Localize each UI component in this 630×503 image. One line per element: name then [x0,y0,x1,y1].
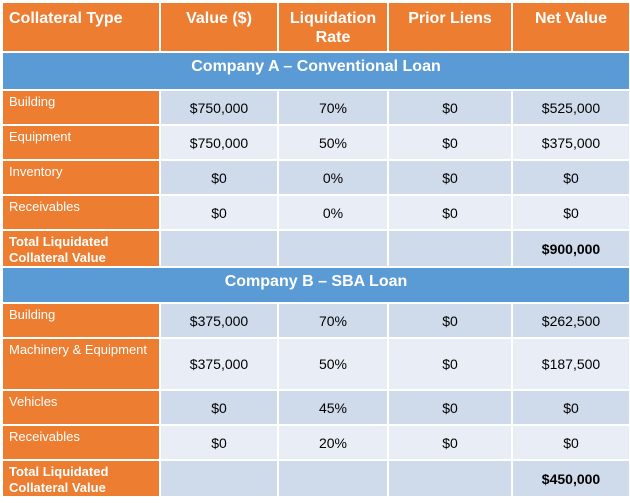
value-cell: $0 [159,389,279,426]
collateral-type-cell: Machinery & Equipment [1,337,161,391]
liens-cell: $0 [387,89,513,126]
rate-cell: 20% [277,424,389,461]
empty-cell [277,229,389,268]
header-collateral-type: Collateral Type [1,1,161,53]
header-net-value: Net Value [511,1,630,53]
section-row-company-b: Company B – SBA Loan [1,266,630,304]
net-value-cell: $0 [511,159,630,196]
section-title: Company A – Conventional Loan [1,51,630,91]
header-row: Collateral Type Value ($) Liquidation Ra… [1,1,630,53]
liens-cell: $0 [387,424,513,461]
rate-cell: 0% [277,194,389,231]
table-row: Building $750,000 70% $0 $525,000 [1,89,630,126]
total-net-value-cell: $900,000 [511,229,630,268]
net-value-cell: $0 [511,194,630,231]
total-row: Total Liquidated Collateral Value $900,0… [1,229,630,268]
net-value-cell: $187,500 [511,337,630,391]
value-cell: $0 [159,424,279,461]
liens-cell: $0 [387,124,513,161]
net-value-cell: $375,000 [511,124,630,161]
collateral-type-cell: Inventory [1,159,161,196]
rate-cell: 0% [277,159,389,196]
table-row: Receivables $0 0% $0 $0 [1,194,630,231]
value-cell: $0 [159,194,279,231]
rate-cell: 45% [277,389,389,426]
total-row: Total Liquidated Collateral Value $450,0… [1,459,630,498]
value-cell: $375,000 [159,302,279,339]
liens-cell: $0 [387,302,513,339]
liens-cell: $0 [387,389,513,426]
empty-cell [159,459,279,498]
collateral-type-cell: Building [1,89,161,126]
header-value: Value ($) [159,1,279,53]
liens-cell: $0 [387,194,513,231]
table-row: Equipment $750,000 50% $0 $375,000 [1,124,630,161]
empty-cell [387,459,513,498]
header-liquidation-rate: Liquidation Rate [277,1,389,53]
collateral-type-cell: Receivables [1,424,161,461]
value-cell: $750,000 [159,124,279,161]
rate-cell: 70% [277,302,389,339]
empty-cell [159,229,279,268]
net-value-cell: $0 [511,424,630,461]
net-value-cell: $262,500 [511,302,630,339]
net-value-cell: $0 [511,389,630,426]
value-cell: $750,000 [159,89,279,126]
table-row: Receivables $0 20% $0 $0 [1,424,630,461]
rate-cell: 70% [277,89,389,126]
section-title: Company B – SBA Loan [1,266,630,304]
collateral-type-cell: Receivables [1,194,161,231]
empty-cell [387,229,513,268]
value-cell: $0 [159,159,279,196]
collateral-type-cell: Equipment [1,124,161,161]
table-row: Building $375,000 70% $0 $262,500 [1,302,630,339]
liens-cell: $0 [387,337,513,391]
net-value-cell: $525,000 [511,89,630,126]
total-net-value-cell: $450,000 [511,459,630,498]
total-label-cell: Total Liquidated Collateral Value [1,459,161,498]
rate-cell: 50% [277,124,389,161]
table-row: Vehicles $0 45% $0 $0 [1,389,630,426]
table-row: Machinery & Equipment $375,000 50% $0 $1… [1,337,630,391]
value-cell: $375,000 [159,337,279,391]
rate-cell: 50% [277,337,389,391]
table-row: Inventory $0 0% $0 $0 [1,159,630,196]
section-row-company-a: Company A – Conventional Loan [1,51,630,91]
liens-cell: $0 [387,159,513,196]
header-prior-liens: Prior Liens [387,1,513,53]
collateral-type-cell: Building [1,302,161,339]
empty-cell [277,459,389,498]
collateral-type-cell: Vehicles [1,389,161,426]
total-label-cell: Total Liquidated Collateral Value [1,229,161,268]
